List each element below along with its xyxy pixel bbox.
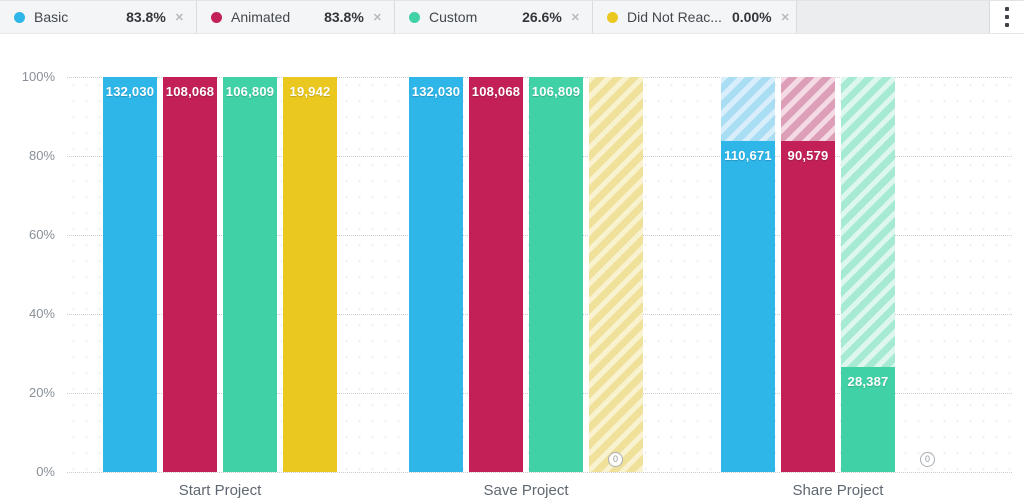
bar-value-label: 108,068	[165, 84, 215, 99]
bar-value-label: 110,671	[724, 148, 772, 163]
x-axis-label: Save Project	[483, 482, 569, 499]
legend-filler	[797, 1, 990, 33]
bar-slot: 19,942	[283, 77, 337, 472]
kebab-icon	[1005, 7, 1009, 11]
bar-basic-share-project-unreached[interactable]	[721, 77, 775, 141]
bar-value-label: 106,809	[225, 84, 275, 99]
kebab-menu-button[interactable]	[990, 1, 1024, 33]
bar-slot: 108,068	[469, 77, 523, 472]
close-icon[interactable]: ✕	[372, 11, 382, 24]
bar-group-share-project: 110,671 90,579 28,387 0	[721, 77, 955, 472]
bar-slot: 28,387	[841, 77, 895, 472]
bar-slot: 90,579	[781, 77, 835, 472]
series-color-dot-custom	[409, 11, 420, 23]
bar-slot: 106,809	[529, 77, 583, 472]
close-icon[interactable]: ✕	[570, 11, 580, 24]
bar-basic-start-project[interactable]: 132,030	[103, 77, 157, 472]
bar-basic-share-project[interactable]: 110,671	[721, 141, 775, 472]
bar-animated-share-project[interactable]: 90,579	[781, 141, 835, 472]
y-axis-tick: 80%	[28, 148, 55, 163]
bar-custom-share-project[interactable]: 28,387	[841, 367, 895, 472]
legend-chip-value: 0.00%	[731, 9, 772, 25]
bar-group-start-project: 132,030 108,068 106,809 19,942	[103, 77, 337, 472]
bar-value-label: 90,579	[787, 148, 829, 163]
close-icon[interactable]: ✕	[174, 11, 184, 24]
legend-chip-animated[interactable]: Animated 83.8% ✕	[197, 1, 395, 33]
bar-value-label: 108,068	[471, 84, 521, 99]
bar-slot: 108,068	[163, 77, 217, 472]
bar-group-save-project: 132,030 108,068 106,809 0	[409, 77, 643, 472]
bar-custom-start-project[interactable]: 106,809	[223, 77, 277, 472]
x-axis-label: Start Project	[178, 482, 262, 499]
zero-count-badge: 0	[608, 452, 623, 467]
kebab-icon	[1005, 23, 1009, 27]
legend-bar: Basic 83.8% ✕ Animated 83.8% ✕ Custom 26…	[0, 0, 1024, 34]
legend-chip-label: Animated	[231, 9, 291, 25]
zero-count-badge: 0	[920, 452, 935, 467]
legend-chip-did-not-reach[interactable]: Did Not Reac... 0.00% ✕	[593, 1, 797, 33]
legend-chip-label: Did Not Reac...	[627, 9, 722, 25]
y-axis-tick: 40%	[28, 306, 55, 321]
kebab-icon	[1005, 15, 1009, 19]
bar-basic-save-project[interactable]: 132,030	[409, 77, 463, 472]
y-axis-tick: 100%	[21, 69, 55, 84]
bar-custom-save-project[interactable]: 106,809	[529, 77, 583, 472]
bar-slot: 132,030	[409, 77, 463, 472]
bar-custom-share-project-unreached[interactable]	[841, 77, 895, 367]
bar-animated-start-project[interactable]: 108,068	[163, 77, 217, 472]
series-color-dot-basic	[14, 11, 25, 23]
legend-chip-custom[interactable]: Custom 26.6% ✕	[395, 1, 593, 33]
bar-value-label: 132,030	[105, 84, 155, 99]
legend-chip-label: Basic	[34, 9, 69, 25]
bar-did-not-reach-save-project-unreached[interactable]	[589, 77, 643, 472]
y-axis-tick: 60%	[28, 227, 55, 242]
bar-value-label: 106,809	[531, 84, 581, 99]
bar-value-label: 132,030	[411, 84, 461, 99]
bar-slot: 0	[589, 77, 643, 472]
close-icon[interactable]: ✕	[780, 11, 790, 24]
y-axis-tick: 20%	[28, 385, 55, 400]
gridline-0	[67, 472, 1012, 473]
bar-slot: 110,671	[721, 77, 775, 472]
series-color-dot-did-not-reach	[607, 11, 618, 23]
bar-animated-save-project[interactable]: 108,068	[469, 77, 523, 472]
bar-value-label: 19,942	[289, 84, 331, 99]
bar-slot: 0	[901, 77, 955, 472]
legend-chip-label: Custom	[429, 9, 478, 25]
series-color-dot-animated	[211, 11, 222, 23]
legend-chip-basic[interactable]: Basic 83.8% ✕	[0, 1, 197, 33]
x-axis-label: Share Project	[792, 482, 884, 499]
bar-did-not-reach-start-project[interactable]: 19,942	[283, 77, 337, 472]
legend-chip-value: 83.8%	[324, 9, 364, 25]
legend-chip-value: 83.8%	[126, 9, 166, 25]
bar-value-label: 28,387	[847, 374, 889, 389]
bar-animated-share-project-unreached[interactable]	[781, 77, 835, 141]
bar-slot: 106,809	[223, 77, 277, 472]
legend-chip-value: 26.6%	[522, 9, 562, 25]
bar-slot: 132,030	[103, 77, 157, 472]
y-axis-tick: 0%	[36, 464, 55, 479]
